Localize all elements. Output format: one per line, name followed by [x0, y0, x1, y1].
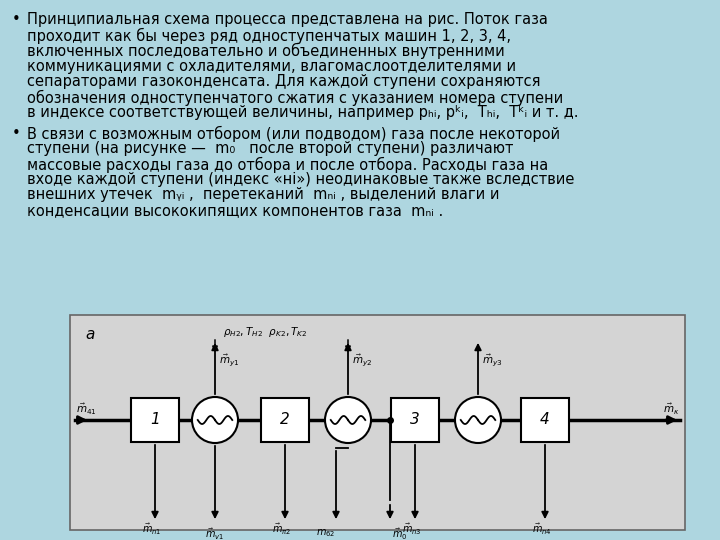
- Text: внешних утечек  mᵧᵢ ,  перетеканий  mₙᵢ , выделений влаги и: внешних утечек mᵧᵢ , перетеканий mₙᵢ , в…: [27, 187, 500, 202]
- Text: $\vec{m}_{\kappa}$: $\vec{m}_{\kappa}$: [662, 402, 679, 417]
- Text: ступени (на рисунке —  m₀   после второй ступени) различают: ступени (на рисунке — m₀ после второй ст…: [27, 141, 513, 156]
- Text: сепараторами газоконденсата. Для каждой ступени сохраняются: сепараторами газоконденсата. Для каждой …: [27, 74, 541, 89]
- Text: массовые расходы газа до отбора и после отбора. Расходы газа на: массовые расходы газа до отбора и после …: [27, 157, 548, 173]
- Text: входе каждой ступени (индекс «ні») неодинаковые также вследствие: входе каждой ступени (индекс «ні») неоди…: [27, 172, 575, 187]
- Text: конденсации высококипящих компонентов газа  mₙᵢ .: конденсации высококипящих компонентов га…: [27, 203, 444, 218]
- Text: В связи с возможным отбором (или подводом) газа после некоторой: В связи с возможным отбором (или подводо…: [27, 125, 560, 141]
- Text: $\vec{m}_{n1}$: $\vec{m}_{n1}$: [143, 522, 162, 537]
- Text: $\vec{m}_{\pi 2}$: $\vec{m}_{\pi 2}$: [272, 522, 292, 537]
- Text: 1: 1: [150, 413, 160, 428]
- Circle shape: [325, 397, 371, 443]
- Text: $\rho_{H2}, T_{H2}\ \ \rho_{K2}, T_{K2}$: $\rho_{H2}, T_{H2}\ \ \rho_{K2}, T_{K2}$: [223, 325, 307, 339]
- Text: $\vec{m}_{n4}$: $\vec{m}_{n4}$: [532, 522, 552, 537]
- Bar: [261, 398, 309, 442]
- Bar: [391, 398, 439, 442]
- Text: Принципиальная схема процесса представлена на рис. Поток газа: Принципиальная схема процесса представле…: [27, 12, 548, 27]
- Text: обозначения одноступенчатого сжатия с указанием номера ступени: обозначения одноступенчатого сжатия с ук…: [27, 90, 563, 106]
- Bar: [70, 315, 685, 530]
- Text: проходит как бы через ряд одноступенчатых машин 1, 2, 3, 4,: проходит как бы через ряд одноступенчаты…: [27, 28, 511, 44]
- Text: коммуникациями с охладителями, влагомаслоотделителями и: коммуникациями с охладителями, влагомасл…: [27, 58, 516, 73]
- Circle shape: [192, 397, 238, 443]
- Text: $\vec{m}_{y1}$: $\vec{m}_{y1}$: [219, 352, 240, 368]
- Text: $\vec{m}_0$: $\vec{m}_0$: [392, 527, 408, 540]
- Text: •: •: [12, 125, 21, 140]
- Text: включенных последовательно и объединенных внутренними: включенных последовательно и объединенны…: [27, 43, 505, 59]
- Text: в индексе соответствующей величины, например pₕᵢ, pᵏᵢ,  Tₕᵢ,  Tᵏᵢ и т. д.: в индексе соответствующей величины, напр…: [27, 105, 578, 120]
- Text: $\vec{m}_{41}$: $\vec{m}_{41}$: [76, 402, 96, 417]
- Text: $m_{62}$: $m_{62}$: [316, 527, 336, 539]
- Circle shape: [455, 397, 501, 443]
- Text: •: •: [12, 12, 21, 27]
- Bar: [521, 398, 569, 442]
- Text: $\vec{m}_{n3}$: $\vec{m}_{n3}$: [402, 522, 422, 537]
- Bar: [131, 398, 179, 442]
- Text: 2: 2: [280, 413, 290, 428]
- Text: 3: 3: [410, 413, 420, 428]
- Text: a: a: [85, 327, 94, 342]
- Text: $\vec{m}_{v1}$: $\vec{m}_{v1}$: [205, 527, 225, 540]
- Text: $\vec{m}_{y3}$: $\vec{m}_{y3}$: [482, 352, 503, 368]
- Text: $\vec{m}_{y2}$: $\vec{m}_{y2}$: [352, 352, 372, 368]
- Text: 4: 4: [540, 413, 550, 428]
